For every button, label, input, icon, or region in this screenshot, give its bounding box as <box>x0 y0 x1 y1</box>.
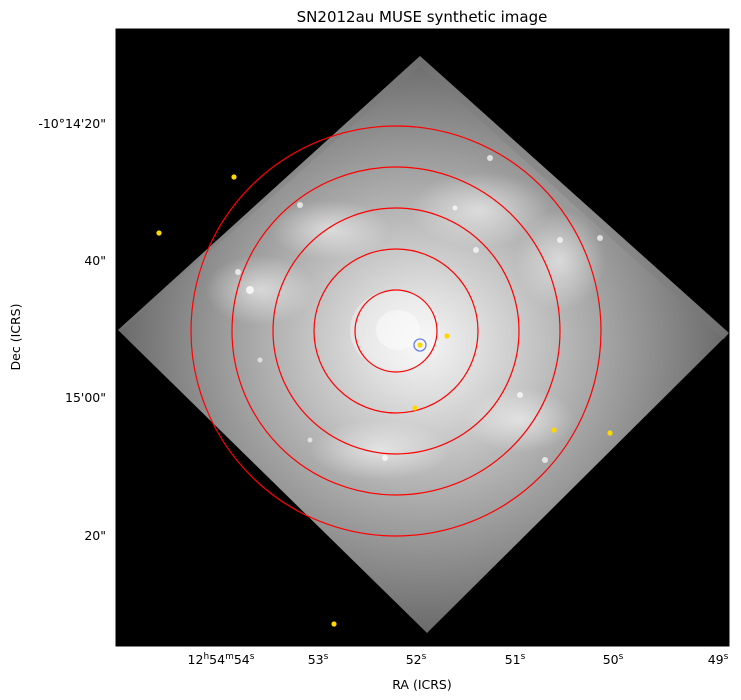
aperture-ring <box>272 207 520 455</box>
minor-ticks <box>116 29 729 646</box>
x-axis-label: RA (ICRS) <box>392 677 452 692</box>
plot-title: SN2012au MUSE synthetic image <box>297 8 548 26</box>
aperture-ring <box>354 289 438 373</box>
muse-field-of-view <box>118 56 729 633</box>
x-tick-label: 52s <box>406 652 427 667</box>
source-dot <box>331 621 337 627</box>
sn2012au-marker <box>413 338 427 352</box>
image-panel <box>116 29 729 646</box>
source-dot <box>412 405 418 411</box>
y-tick-label: 40" <box>84 253 106 268</box>
x-tick-label: 50s <box>603 652 624 667</box>
aperture-ring <box>190 125 602 537</box>
x-tick-label: 51s <box>505 652 526 667</box>
aperture-ring <box>313 248 479 414</box>
x-tick-label: 49s <box>708 652 729 667</box>
y-tick-label: -10°14'20" <box>38 116 106 131</box>
source-dot <box>551 427 557 433</box>
x-tick-label: 12h54m54s <box>188 652 255 667</box>
aperture-rings <box>190 125 602 537</box>
source-dot <box>444 333 450 339</box>
y-axis-label: Dec (ICRS) <box>8 304 23 371</box>
y-tick-label: 20" <box>84 528 106 543</box>
aperture-ring <box>231 166 561 496</box>
x-tick-labels: 12h54m54s 53s 52s 51s 50s 49s <box>188 652 729 667</box>
spiral-arm-texture <box>205 155 605 480</box>
detected-sources <box>156 174 613 627</box>
major-ticks <box>116 29 729 646</box>
source-dot <box>417 342 423 348</box>
source-dot <box>231 174 237 180</box>
source-dot <box>156 230 162 236</box>
x-tick-label: 53s <box>308 652 329 667</box>
source-dot <box>607 430 613 436</box>
plot-frame <box>115 28 730 647</box>
y-tick-labels: -10°14'20" 40" 15'00" 20" <box>38 116 106 543</box>
y-tick-label: 15'00" <box>65 390 106 405</box>
